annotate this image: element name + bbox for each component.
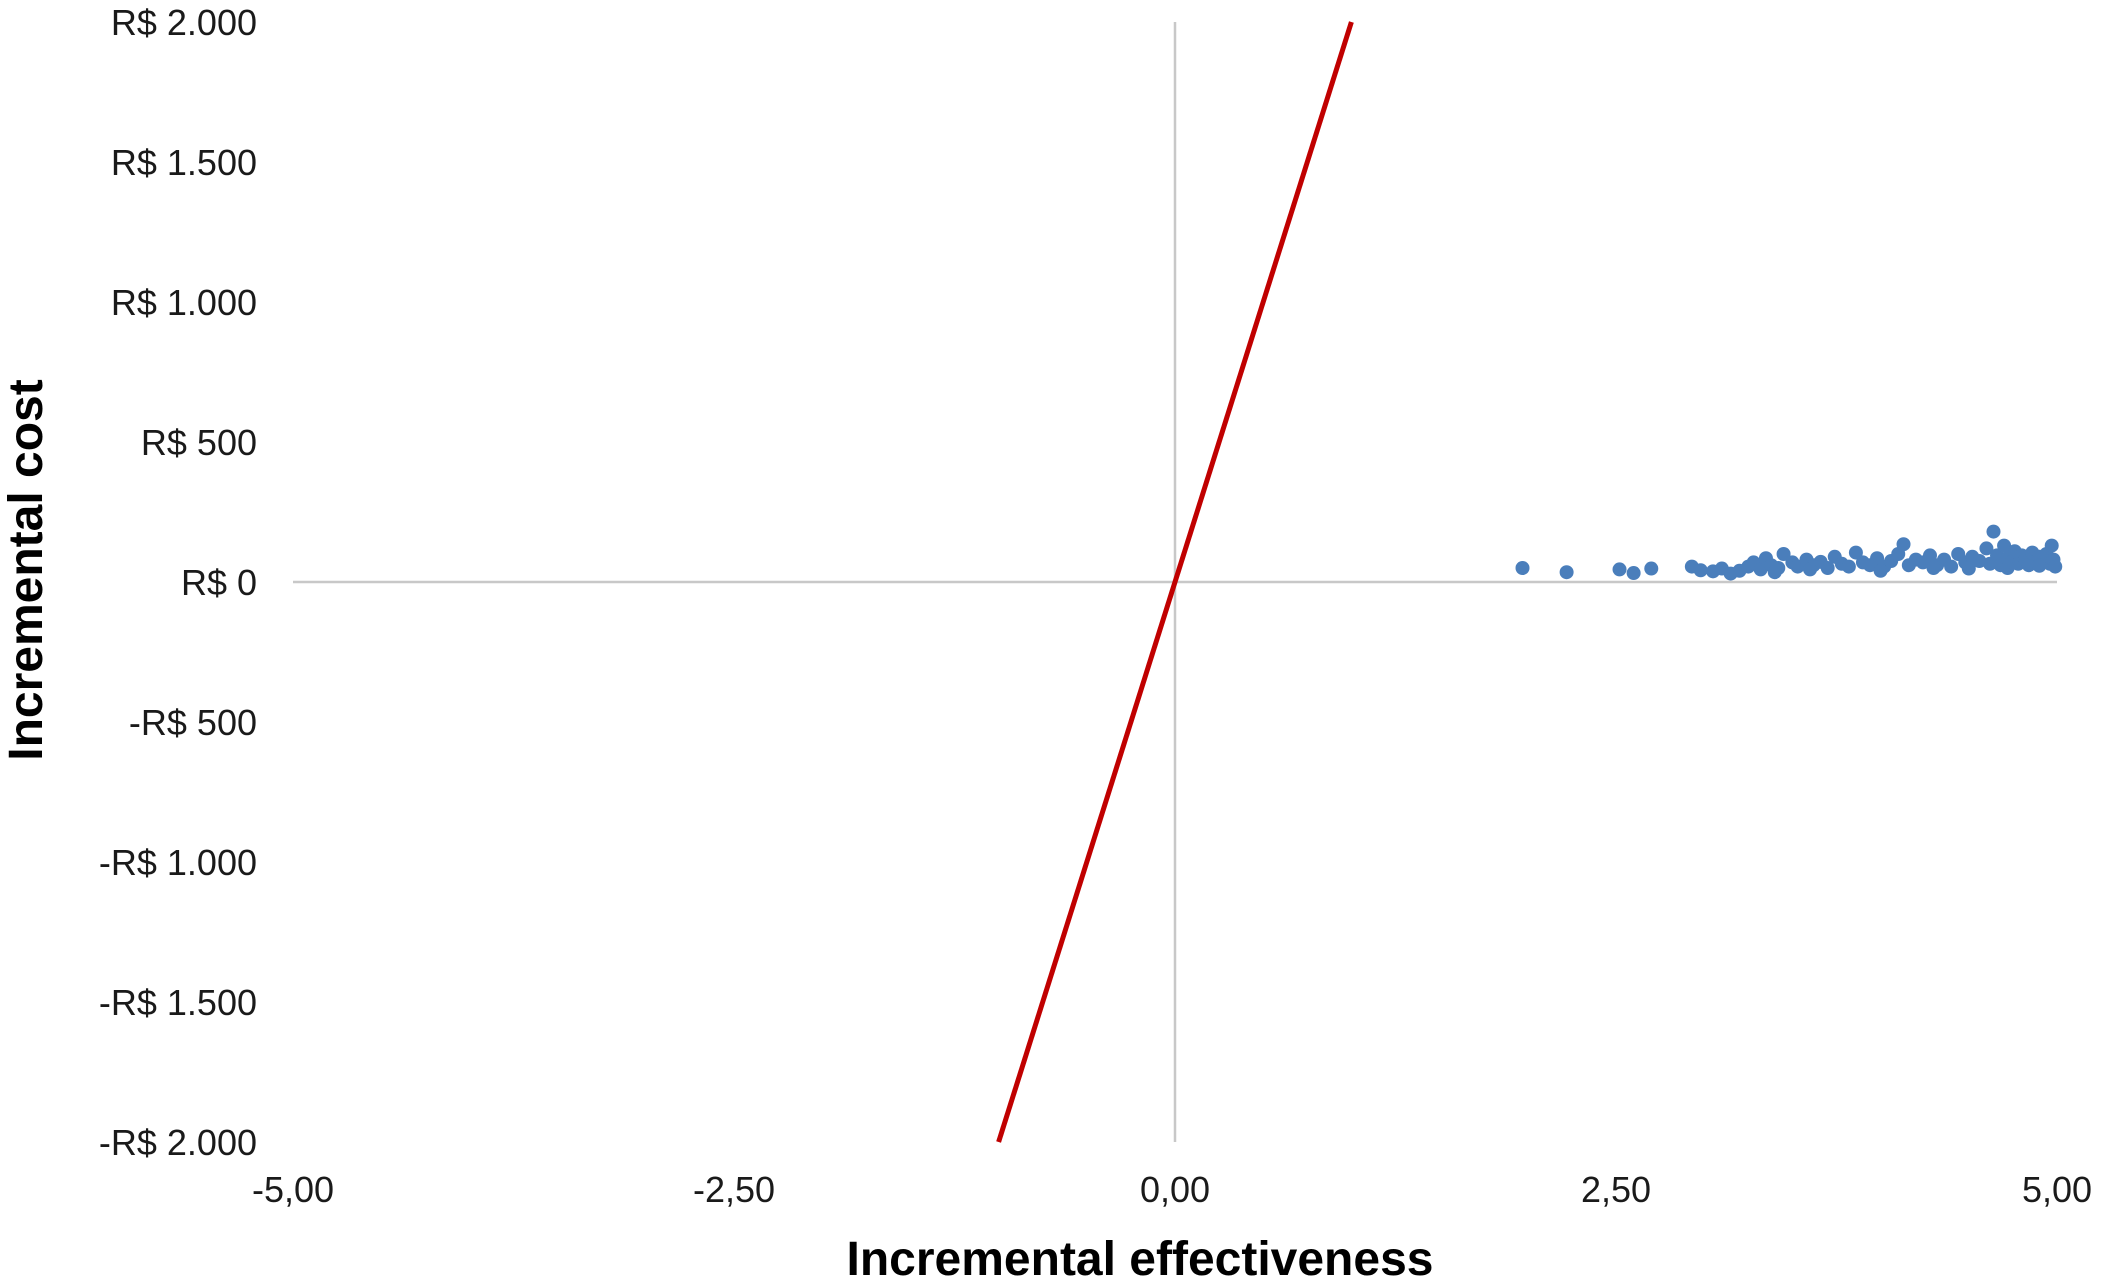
y-tick-label: -R$ 1.000 bbox=[99, 842, 257, 883]
scatter-point bbox=[1944, 559, 1959, 574]
y-tick-label: -R$ 2.000 bbox=[99, 1122, 257, 1163]
scatter-point bbox=[1803, 562, 1818, 577]
scatter-point bbox=[1559, 565, 1574, 580]
scatter-point bbox=[1896, 537, 1911, 552]
y-tick-label: -R$ 500 bbox=[129, 702, 257, 743]
scatter-point bbox=[1926, 561, 1941, 575]
scatter-point bbox=[2032, 558, 2047, 573]
scatter-point bbox=[1961, 561, 1976, 576]
scatter-point bbox=[1972, 554, 1987, 568]
x-axis-title: Incremental effectiveness bbox=[847, 1233, 1434, 1286]
scatter-point bbox=[1693, 563, 1708, 578]
x-tick-label: 0,00 bbox=[1140, 1169, 1210, 1210]
scatter-point bbox=[1986, 524, 2001, 539]
scatter-point bbox=[1922, 548, 1937, 563]
scatter-point bbox=[1979, 541, 1994, 556]
x-tick-label: -2,50 bbox=[693, 1169, 775, 1210]
scatter-point bbox=[2048, 559, 2063, 574]
y-tick-label: R$ 1.000 bbox=[111, 282, 257, 323]
y-tick-label: R$ 1.500 bbox=[111, 142, 257, 183]
y-tick-label: -R$ 1.500 bbox=[99, 982, 257, 1023]
scatter-point bbox=[1820, 561, 1835, 575]
y-tick-label: R$ 2.000 bbox=[111, 2, 257, 43]
x-tick-label: 5,00 bbox=[2022, 1169, 2092, 1210]
scatter-point bbox=[1776, 547, 1791, 561]
x-tick-label: -5,00 bbox=[252, 1169, 334, 1210]
scatter-point bbox=[1753, 562, 1768, 577]
y-tick-label: R$ 0 bbox=[181, 562, 257, 603]
threshold-line-layer bbox=[996, 21, 1354, 1143]
y-tick-labels: R$ 2.000 R$ 1.500 R$ 1.000 R$ 500 R$ 0 -R$ 50… bbox=[99, 2, 257, 1163]
scatter-point bbox=[1612, 562, 1627, 577]
x-tick-labels: -5,00 -2,50 0,00 2,50 5,00 bbox=[252, 1169, 2092, 1210]
scatter-point bbox=[1848, 545, 1863, 560]
scatter-points-layer bbox=[1515, 524, 2063, 581]
threshold-line bbox=[996, 21, 1354, 1143]
x-tick-label: 2,50 bbox=[1581, 1169, 1651, 1210]
scatter-point bbox=[2000, 561, 2015, 575]
y-tick-label: R$ 500 bbox=[141, 422, 257, 463]
scatter-point bbox=[1841, 559, 1856, 574]
scatter-point bbox=[1515, 561, 1530, 575]
scatter-point bbox=[2044, 538, 2059, 553]
scatter-point bbox=[1644, 561, 1659, 576]
scatter-point bbox=[1997, 538, 2012, 553]
y-axis-title: Incremental cost bbox=[0, 379, 53, 760]
scatter-point bbox=[1767, 565, 1782, 580]
scatter-point bbox=[1873, 563, 1888, 578]
scatter-point bbox=[1626, 566, 1641, 581]
